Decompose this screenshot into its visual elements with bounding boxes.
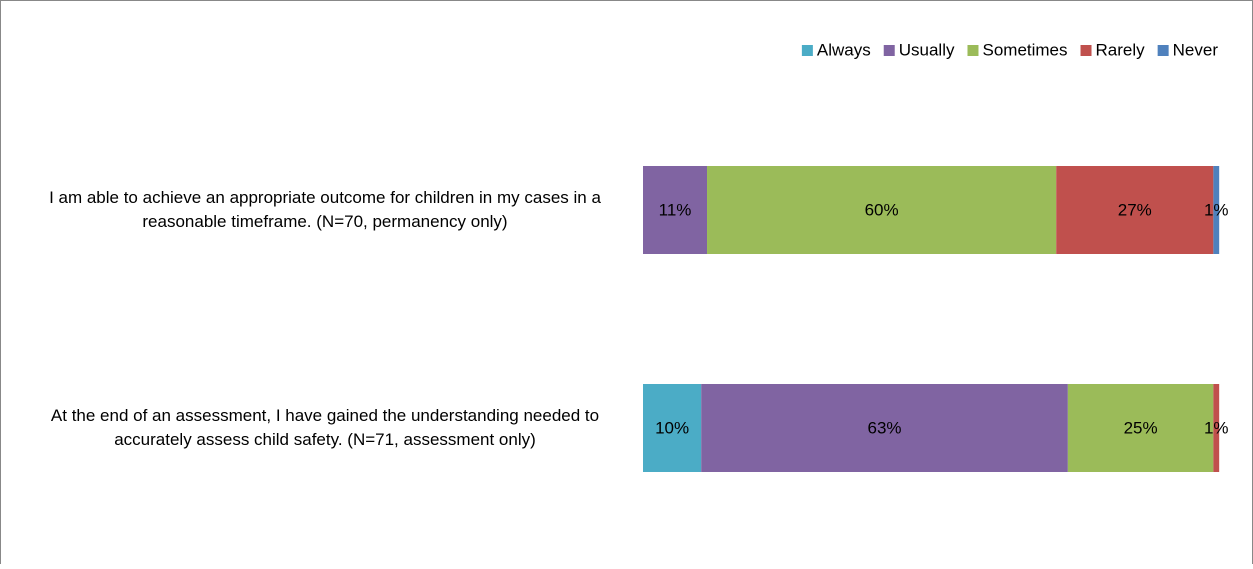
bar-segment	[707, 166, 1057, 254]
data-label: 27%	[1118, 200, 1152, 219]
data-label: 60%	[865, 200, 899, 219]
legend-item: Always	[801, 40, 871, 59]
legend-item: Rarely	[1080, 40, 1146, 59]
legend-item: Never	[1157, 40, 1219, 59]
bar-segment	[1213, 166, 1220, 254]
bar-segment	[643, 384, 702, 472]
legend-label: Always	[817, 40, 871, 59]
legend-swatch	[1080, 45, 1092, 56]
legend-label: Rarely	[1096, 40, 1146, 59]
data-label: 1%	[1204, 200, 1229, 219]
category-label-box: At the end of an assessment, I have gain…	[50, 406, 600, 449]
legend-label: Usually	[899, 40, 955, 59]
data-label: 1%	[1204, 418, 1229, 437]
data-label: 10%	[655, 418, 689, 437]
bar-segment	[1213, 384, 1220, 472]
legend-item: Usually	[883, 40, 955, 59]
category-label-box: I am able to achieve an appropriate outc…	[49, 188, 601, 231]
legend-label: Never	[1173, 40, 1219, 59]
legend-swatch	[883, 45, 895, 56]
legend-label: Sometimes	[982, 40, 1067, 59]
y-tick-label: At the end of an assessment, I have gain…	[50, 406, 600, 449]
bar-segment	[701, 384, 1068, 472]
data-label: 11%	[659, 200, 692, 219]
data-label: 63%	[868, 418, 902, 437]
bar-segment	[643, 166, 708, 254]
data-label: 25%	[1124, 418, 1158, 437]
legend-swatch	[967, 45, 979, 56]
bar-segment	[1067, 384, 1214, 472]
y-tick-label: I am able to achieve an appropriate outc…	[49, 188, 601, 231]
legend-swatch	[1157, 45, 1169, 56]
bar-segment	[1056, 166, 1214, 254]
legend-swatch	[801, 45, 813, 56]
legend-item: Sometimes	[967, 40, 1068, 59]
